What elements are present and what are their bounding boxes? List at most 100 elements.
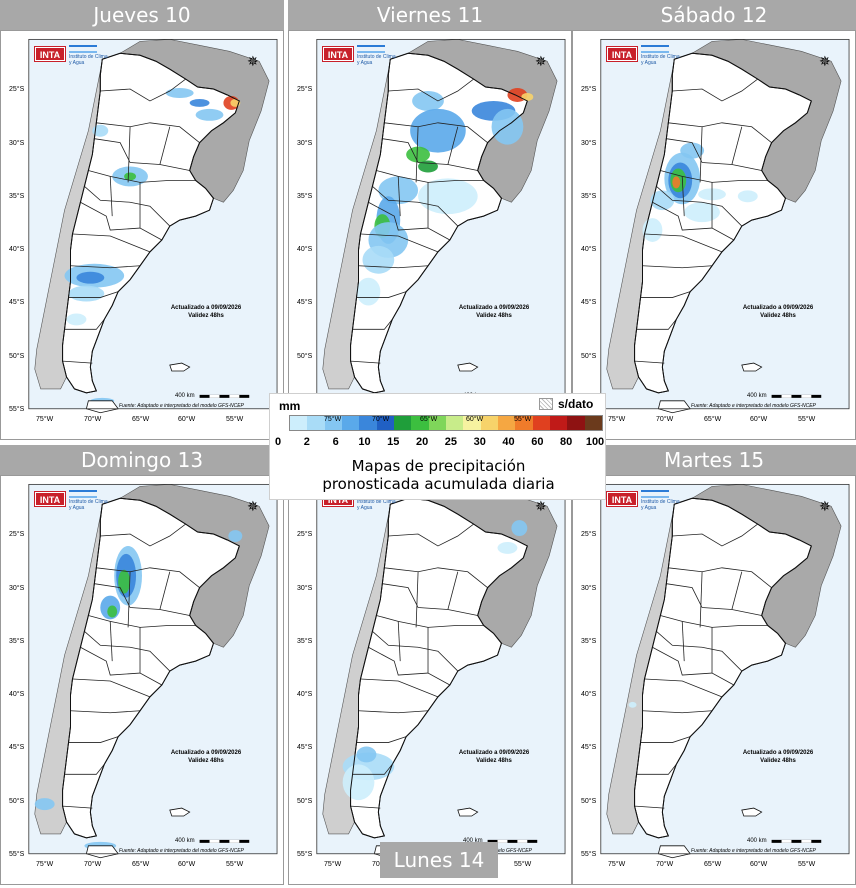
validity: Validez 48hs bbox=[476, 758, 512, 764]
province-boundary bbox=[352, 764, 393, 775]
province-boundary bbox=[376, 615, 484, 628]
compass-rose-icon: ✵ bbox=[819, 53, 831, 69]
map-border bbox=[600, 483, 850, 855]
latitude-label: 30°S bbox=[9, 140, 25, 147]
institute-logo: Instituto de Clima y Agua bbox=[641, 490, 681, 511]
latitude-label: 55°S bbox=[581, 851, 597, 858]
precip-area bbox=[491, 108, 524, 145]
longitude-label: 65°W bbox=[704, 416, 722, 423]
update-date: Actualizado a 09/09/2026 bbox=[742, 305, 814, 311]
latitude-label: 40°S bbox=[581, 246, 597, 253]
validity: Validez 48hs bbox=[760, 758, 796, 764]
institute-logo: Instituto de Clima y Agua bbox=[357, 45, 397, 66]
update-info: Actualizado a 09/09/2026 Validez 48hs bbox=[723, 304, 833, 320]
precipitation-legend: mm s/dato 0 2 6 10 15 20 25 30 40 60 80 100 Mapas d… bbox=[269, 393, 606, 500]
province-boundary bbox=[652, 201, 735, 241]
legend-swatch bbox=[411, 416, 429, 430]
province-boundary bbox=[127, 126, 131, 183]
malvinas-islands bbox=[741, 807, 763, 817]
legend-tick: 60 bbox=[531, 436, 544, 448]
latitude-label: 50°S bbox=[297, 353, 313, 360]
forecast-panel: INTA Instituto de Clima y Agua ✵ Actuali… bbox=[288, 445, 572, 885]
update-info: Actualizado a 09/09/2026 Validez 48hs bbox=[151, 304, 261, 320]
latitude-label: 50°S bbox=[9, 353, 25, 360]
legend-swatch bbox=[393, 416, 412, 430]
province-boundary bbox=[127, 571, 131, 628]
legend-tick: 20 bbox=[415, 436, 429, 448]
precip-area bbox=[672, 176, 681, 189]
province-boundary bbox=[80, 646, 163, 686]
province-boundary bbox=[447, 571, 459, 610]
inta-logo: INTA bbox=[607, 47, 637, 61]
precip-area bbox=[228, 530, 243, 542]
province-boundary bbox=[350, 360, 381, 364]
legend-title-line1: Mapas de precipitación bbox=[351, 457, 526, 475]
update-info: Actualizado a 09/09/2026 Validez 48hs bbox=[151, 749, 261, 765]
province-boundary bbox=[447, 126, 459, 165]
province-boundary bbox=[634, 360, 665, 364]
province-boundary bbox=[640, 736, 691, 743]
institute-logo: Instituto de Clima y Agua bbox=[69, 490, 109, 511]
province-boundary bbox=[652, 646, 735, 686]
map-border bbox=[28, 483, 278, 855]
province-boundary bbox=[681, 621, 685, 662]
province-boundary bbox=[68, 291, 119, 298]
precip-area bbox=[362, 245, 395, 274]
province-boundary bbox=[668, 567, 772, 588]
latitude-label: 45°S bbox=[9, 299, 25, 306]
scale-bar-segment bbox=[781, 394, 792, 398]
province-boundary bbox=[100, 523, 186, 547]
longitude-label: 70°W bbox=[84, 416, 102, 423]
latitude-label: 25°S bbox=[9, 86, 25, 93]
province-boundary bbox=[372, 631, 459, 672]
longitude-label: 55°W bbox=[226, 416, 244, 423]
legend-swatch bbox=[376, 416, 394, 430]
latitude-label: 35°S bbox=[297, 638, 313, 645]
scale-bar bbox=[199, 394, 250, 398]
precip-area bbox=[650, 190, 675, 211]
forecast-panel: Martes 15 INTA Instituto de Clima y Agua… bbox=[572, 445, 856, 885]
latitude-label: 30°S bbox=[297, 140, 313, 147]
province-boundary bbox=[397, 176, 401, 217]
argentina-outline bbox=[62, 52, 240, 394]
panel-day-title: Sábado 12 bbox=[572, 0, 856, 30]
panel-day-title: Jueves 10 bbox=[0, 0, 284, 30]
province-boundary bbox=[360, 233, 439, 253]
province-boundary bbox=[72, 233, 151, 253]
province-boundary bbox=[666, 583, 762, 616]
province-boundary bbox=[415, 126, 419, 183]
forecast-panel: Jueves 10 INTA Instituto de Clima y Agua… bbox=[0, 0, 284, 440]
institute-name: Instituto de Clima y Agua bbox=[641, 499, 680, 511]
scale-bar-segment bbox=[801, 839, 812, 843]
latitude-label: 30°S bbox=[581, 585, 597, 592]
waves-icon bbox=[69, 45, 97, 53]
precip-area bbox=[628, 701, 637, 708]
latitude-label: 55°S bbox=[297, 851, 313, 858]
province-boundary bbox=[84, 631, 171, 672]
province-boundary bbox=[699, 571, 703, 628]
precip-area bbox=[342, 764, 375, 801]
province-boundary bbox=[656, 631, 743, 672]
longitude-label: 70°W bbox=[656, 861, 674, 868]
scale-bar-segment bbox=[209, 394, 220, 398]
latitude-label: 25°S bbox=[581, 86, 597, 93]
latitude-label: 30°S bbox=[297, 585, 313, 592]
legend-tick: 30 bbox=[473, 436, 486, 448]
institute-logo: Instituto de Clima y Agua bbox=[69, 45, 109, 66]
source-note: Fuente: Adaptado e interpretado del mode… bbox=[691, 403, 816, 409]
argentina-outline bbox=[634, 497, 812, 839]
institute-name: Instituto de Clima y Agua bbox=[69, 499, 108, 511]
source-note: Fuente: Adaptado e interpretado del mode… bbox=[691, 848, 816, 854]
province-boundary bbox=[159, 571, 171, 610]
latitude-label: 55°S bbox=[9, 406, 25, 413]
legend-swatch bbox=[567, 416, 585, 430]
province-boundary bbox=[672, 78, 758, 102]
tierra-del-fuego bbox=[657, 400, 691, 414]
province-boundary bbox=[68, 736, 119, 743]
forecast-panel: Viernes 11 INTA Instituto de Clima y Agu… bbox=[288, 0, 572, 440]
compass-rose-icon: ✵ bbox=[247, 498, 259, 514]
precip-area bbox=[680, 142, 705, 159]
validity: Validez 48hs bbox=[476, 313, 512, 319]
legend-title-line2: pronosticada acumulada diaria bbox=[322, 475, 555, 493]
latitude-label: 35°S bbox=[9, 638, 25, 645]
